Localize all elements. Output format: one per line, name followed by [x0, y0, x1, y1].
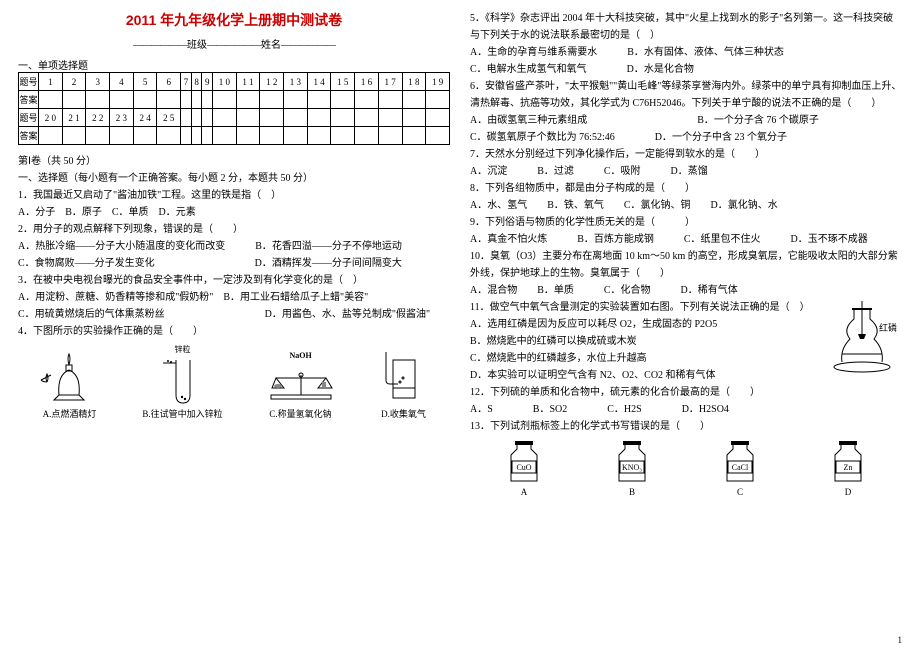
figure-row-q4: A.点燃酒精灯 锌粒 B.往试管中加入锌粒 NaOH — [18, 344, 450, 420]
question-3-opt-cd: C．用硫黄燃烧后的气体熏蒸粉丝 D．用酱色、水、盐等兑制成"假酱油" — [18, 306, 450, 323]
answer-grid: 题号 1234567891 01 11 21 31 41 51 61 71 81… — [18, 72, 450, 145]
svg-text:Zn: Zn — [844, 463, 853, 472]
question-8: 8．下列各组物质中，都是由分子构成的是（ ） — [470, 180, 902, 197]
figure-a: A.点燃酒精灯 — [39, 350, 99, 420]
question-12: 12．下列硫的单质和化合物中，硫元素的化合价最高的是（ ） — [470, 384, 902, 401]
phosphorus-flask-icon: 红磷 — [832, 299, 902, 374]
reagent-bottle-icon: Zn — [823, 439, 873, 487]
question-7: 7．天然水分别经过下列净化操作后，一定能得到软水的是（ ） — [470, 146, 902, 163]
table-row: 题号 1234567891 01 11 21 31 41 51 61 71 81… — [19, 73, 450, 91]
reagent-bottle-icon: CaCl — [715, 439, 765, 487]
question-8-options: A．水、氢气 B．铁、氧气 C．氯化钠、铜 D．氯化钠、水 — [470, 197, 902, 214]
class-name-line: ——————班级——————姓名—————— — [18, 36, 450, 51]
question-10: 10．臭氧（O3）主要分布在离地面 10 km～50 km 的高空，形成臭氧层，… — [470, 248, 902, 282]
reagent-bottle-icon: KNO₃ — [607, 439, 657, 487]
bottle-c: CaCl C — [715, 439, 765, 497]
question-1-options: A．分子 B．原子 C．单质 D．元素 — [18, 204, 450, 221]
question-9: 9．下列俗语与物质的化学性质无关的是（ ） — [470, 214, 902, 231]
right-column: 5．《科学》杂志评出 2004 年十大科技突破，其中"火星上找到水的影子"名列第… — [470, 10, 902, 497]
balance-icon — [266, 360, 336, 405]
page-number: 1 — [898, 635, 903, 645]
question-1: 1．我国最近又启动了"酱油加铁"工程。这里的铁是指（ ） — [18, 187, 450, 204]
question-4: 4．下图所示的实验操作正确的是（ ） — [18, 323, 450, 340]
question-5-opt-ab: A．生命的孕育与维系需要水 B．水有固体、液体、气体三种状态 — [470, 44, 902, 61]
gas-collect-icon — [378, 350, 428, 405]
svg-text:CuO: CuO — [516, 463, 531, 472]
figure-d: D.收集氧气 — [378, 350, 428, 420]
svg-text:CaCl: CaCl — [732, 463, 749, 472]
question-6-opt-cd: C．碳氢氧原子个数比为 76:52:46 D．一个分子中含 23 个氧分子 — [470, 129, 902, 146]
question-13: 13．下列试剂瓶标签上的化学式书写错误的是（ ） — [470, 418, 902, 435]
question-10-options: A．混合物 B．单质 C．化合物 D．稀有气体 — [470, 282, 902, 299]
left-questions: 第Ⅰ卷（共 50 分） 一、选择题（每小题有一个正确答案。每小题 2 分，本题共… — [18, 153, 450, 420]
figure-b: 锌粒 B.往试管中加入锌粒 — [142, 344, 222, 420]
question-9-options: A．真金不怕火炼 B．百炼方能成钢 C．纸里包不住火 D．玉不琢不成器 — [470, 231, 902, 248]
table-row: 答案 — [19, 127, 450, 145]
bottle-b: KNO₃ B — [607, 439, 657, 497]
select-heading: 一、选择题（每小题有一个正确答案。每小题 2 分，本题共 50 分） — [18, 170, 450, 187]
table-row: 答案 — [19, 91, 450, 109]
question-6: 6．安徽省盛产茶叶，"太平猴魁""黄山毛峰"等绿茶享誉海内外。绿茶中的单宁具有抑… — [470, 78, 902, 112]
figure-c: NaOH C.称量氢氧化钠 — [266, 351, 336, 420]
alcohol-lamp-icon — [39, 350, 99, 405]
juan-label: 第Ⅰ卷（共 50 分） — [18, 153, 450, 170]
question-2: 2．用分子的观点解释下列现象，错误的是（ ） — [18, 221, 450, 238]
test-tube-icon — [158, 355, 208, 405]
question-5-opt-cd: C．电解水生成氢气和氧气 D．水是化合物 — [470, 61, 902, 78]
question-6-opt-ab: A．由碳氢氧三种元素组成 B．一个分子含 76 个碳原子 — [470, 112, 902, 129]
question-12-options: A．S B．SO2 C．H2S D．H2SO4 — [470, 401, 902, 418]
table-row: 题号 2 02 12 22 32 42 5 — [19, 109, 450, 127]
question-2-opt-cd: C．食物腐败——分子发生变化 D．酒精挥发——分子间间隔变大 — [18, 255, 450, 272]
bottle-d: Zn D — [823, 439, 873, 497]
exam-title: 2011 年九年级化学上册期中测试卷 — [18, 10, 450, 30]
phosphorus-apparatus: 红磷 — [832, 299, 902, 377]
section-1-heading: 一、单项选择题 — [18, 57, 450, 72]
bottle-row: CuO A KNO₃ B CaCl — [470, 439, 902, 497]
question-7-options: A．沉淀 B．过滤 C．吸附 D．蒸馏 — [470, 163, 902, 180]
left-column: 2011 年九年级化学上册期中测试卷 ——————班级——————姓名—————… — [18, 10, 450, 497]
question-3: 3．在被中央电视台曝光的食品安全事件中，一定涉及到有化学变化的是（ ） — [18, 272, 450, 289]
question-3-opt-ab: A．用淀粉、蔗糖、奶香精等掺和成"假奶粉" B．用工业石蜡给瓜子上蜡"美容" — [18, 289, 450, 306]
bottle-a: CuO A — [499, 439, 549, 497]
svg-text:KNO₃: KNO₃ — [622, 463, 642, 472]
svg-text:红磷: 红磷 — [879, 322, 897, 333]
reagent-bottle-icon: CuO — [499, 439, 549, 487]
question-5: 5．《科学》杂志评出 2004 年十大科技突破，其中"火星上找到水的影子"名列第… — [470, 10, 902, 44]
question-2-opt-ab: A．热胀冷缩——分子大小随温度的变化而改变 B．花香四溢——分子不停地运动 — [18, 238, 450, 255]
